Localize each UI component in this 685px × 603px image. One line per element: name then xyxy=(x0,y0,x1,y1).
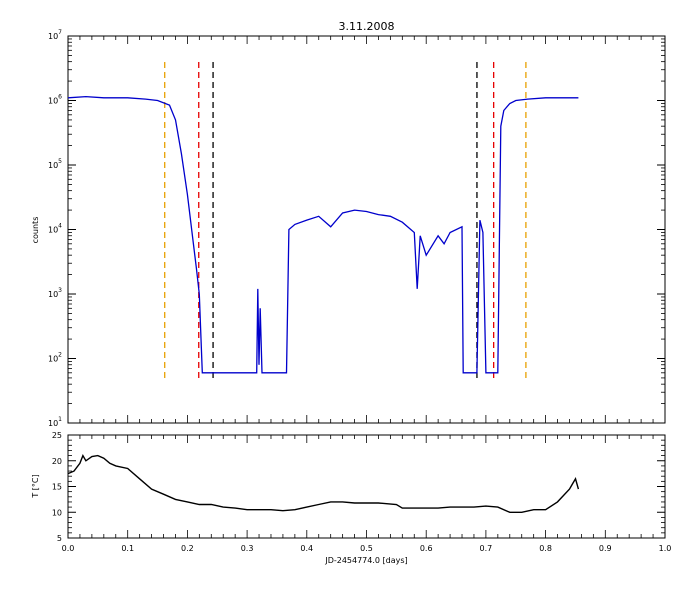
y-tick-label: 102 xyxy=(48,352,62,364)
counts-panel: counts 101 102 103 104 105 106 107 xyxy=(31,29,666,428)
counts-y-ticks: 101 102 103 104 105 106 107 xyxy=(48,29,665,428)
x-tick-label: 0.4 xyxy=(300,544,313,553)
x-tick-label: 0.8 xyxy=(539,544,552,553)
temperature-x-ticks: 0.0 0.1 0.2 0.3 0.4 0.5 0.6 0.7 0.8 0.9 1.0 xyxy=(62,435,672,553)
temperature-y-ticks: 5 10 15 20 25 xyxy=(52,431,665,543)
counts-line xyxy=(67,95,579,374)
y-tick-label: 25 xyxy=(52,431,62,440)
x-tick-label: 0.6 xyxy=(420,544,433,553)
y-tick-label: 106 xyxy=(48,94,62,106)
x-tick-label: 1.0 xyxy=(659,544,672,553)
y-tick-label: 104 xyxy=(48,223,62,235)
counts-axis-label: counts xyxy=(31,217,40,244)
temperature-series xyxy=(67,453,580,513)
y-tick-label: 107 xyxy=(48,29,62,41)
temperature-axis-label: T [°C] xyxy=(31,474,40,498)
x-tick-label: 0.2 xyxy=(181,544,194,553)
counts-series xyxy=(67,95,579,374)
x-axis-label: JD-2454774.0 [days] xyxy=(324,556,407,565)
marker-lines xyxy=(164,62,527,378)
x-tick-label: 0.7 xyxy=(480,544,493,553)
y-tick-label: 20 xyxy=(52,457,62,466)
chart-title: 3.11.2008 xyxy=(339,20,395,33)
y-tick-label: 15 xyxy=(52,483,62,492)
x-tick-label: 0.5 xyxy=(360,544,373,553)
x-tick-label: 0.1 xyxy=(121,544,134,553)
y-tick-label: 103 xyxy=(48,287,62,299)
x-tick-label: 0.3 xyxy=(241,544,254,553)
temperature-panel: T [°C] JD-2454774.0 [days] 5 10 15 20 25 0.0… xyxy=(31,431,671,565)
y-tick-label: 10 xyxy=(52,508,62,517)
y-tick-label: 5 xyxy=(57,534,62,543)
counts-x-ticks xyxy=(67,36,666,423)
y-tick-label: 105 xyxy=(48,158,62,170)
x-tick-label: 0.9 xyxy=(599,544,612,553)
y-tick-label: 101 xyxy=(48,416,62,428)
x-tick-label: 0.0 xyxy=(62,544,75,553)
temperature-line xyxy=(67,453,580,513)
